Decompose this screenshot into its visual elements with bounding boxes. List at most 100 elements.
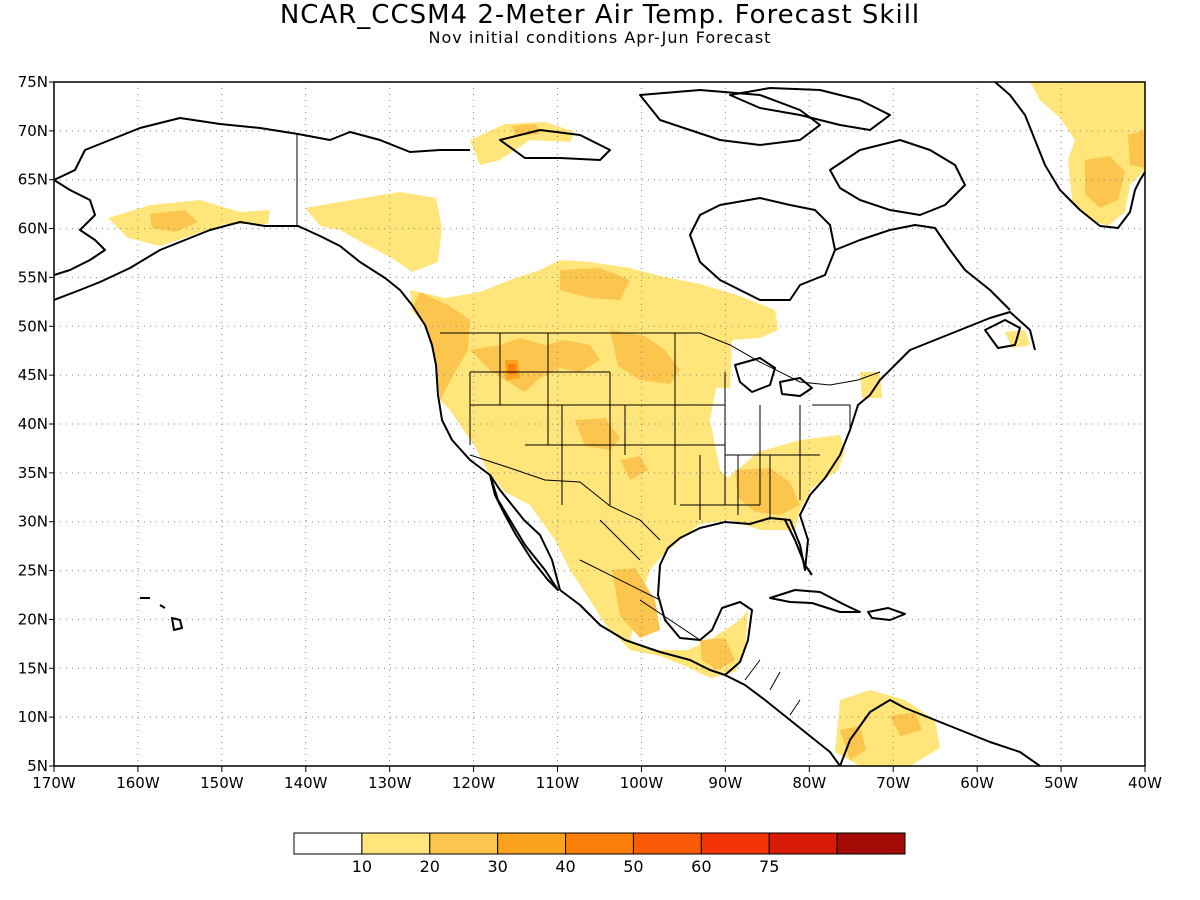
central-america	[724, 674, 841, 766]
lon-tick-label: 150W	[200, 774, 244, 792]
lat-tick-label: 60N	[18, 220, 48, 238]
lon-tick-label: 120W	[452, 774, 496, 792]
colorbar-swatch	[497, 832, 567, 855]
shade-region	[470, 338, 600, 392]
lat-tick-label: 75N	[18, 73, 48, 91]
colorbar-swatch	[429, 832, 499, 855]
shade-region	[1085, 156, 1125, 208]
hudson-bay	[689, 197, 836, 301]
lat-tick-label: 55N	[18, 268, 48, 286]
lon-tick-label: 100W	[620, 774, 664, 792]
latitude-labels: 5N 10N 15N 20N 25N 30N 35N 40N 45N 50N 55N 60N 65N 70…	[18, 73, 48, 775]
ellesmere-island	[729, 87, 891, 131]
shade-region	[305, 192, 442, 272]
lon-tick-label: 130W	[368, 774, 412, 792]
lon-tick-label: 140W	[284, 774, 328, 792]
colorbar-swatch	[836, 832, 906, 855]
cuba	[769, 589, 861, 613]
lon-tick-label: 110W	[536, 774, 580, 792]
colorbar: 10 20 30 40 50 60 75	[293, 832, 906, 876]
baja-california	[489, 474, 559, 591]
lon-tick-label: 160W	[116, 774, 160, 792]
lat-tick-label: 30N	[18, 513, 48, 531]
alaska-coast	[54, 221, 561, 591]
shade-region	[700, 638, 735, 670]
shade-region	[860, 372, 882, 398]
shade-region	[610, 330, 680, 384]
colorbar-label: 75	[759, 857, 779, 876]
colorbar-label: 20	[420, 857, 440, 876]
hawaii-islands	[140, 597, 183, 631]
lon-tick-label: 60W	[960, 774, 994, 792]
colorbar-swatch	[768, 832, 838, 855]
colorbar-label: 10	[352, 857, 372, 876]
shade-region	[470, 122, 575, 165]
colorbar-swatch	[361, 832, 431, 855]
shade-region	[735, 468, 800, 515]
lat-tick-label: 10N	[18, 708, 48, 726]
shade-region	[412, 292, 470, 400]
alaska-north-coast	[54, 117, 470, 181]
arctic-islands	[639, 89, 821, 146]
lon-tick-label: 170W	[32, 774, 76, 792]
lat-tick-label: 5N	[27, 757, 48, 775]
shade-region	[512, 124, 540, 136]
florida	[784, 519, 813, 576]
shade-region	[1030, 82, 1145, 226]
lat-tick-label: 25N	[18, 562, 48, 580]
lat-tick-label: 20N	[18, 610, 48, 628]
political-boundaries	[296, 134, 881, 716]
central-america-borders	[744, 659, 801, 716]
colorbar-label: 60	[691, 857, 711, 876]
shade-region	[560, 268, 630, 300]
mexico-states	[579, 519, 701, 641]
colorbar-swatch	[700, 832, 770, 855]
colorbar-label: 50	[623, 857, 643, 876]
lat-tick-label: 15N	[18, 659, 48, 677]
shade-region	[612, 568, 660, 638]
arctic-islands	[499, 129, 611, 161]
shade-region	[150, 210, 198, 232]
lon-tick-label: 50W	[1044, 774, 1078, 792]
alaska-west-coast	[54, 179, 106, 276]
state-lines	[469, 333, 851, 520]
colorbar-swatch	[565, 832, 634, 855]
mexico-gulf-coast	[559, 311, 1036, 676]
great-lakes	[734, 357, 776, 393]
lat-tick-label: 35N	[18, 464, 48, 482]
baffin-island	[829, 139, 966, 216]
longitude-labels: 170W 160W 150W 140W 130W 120W 110W 100W 90W 80W 70…	[32, 774, 1162, 792]
south-america	[839, 699, 1041, 766]
us-canada-border	[440, 332, 881, 386]
lat-tick-label: 70N	[18, 122, 48, 140]
lat-tick-label: 40N	[18, 415, 48, 433]
lat-tick-label: 45N	[18, 366, 48, 384]
colorbar-label: 40	[555, 857, 575, 876]
lon-tick-label: 40W	[1128, 774, 1162, 792]
shade-region	[840, 726, 866, 760]
newfoundland	[984, 319, 1021, 349]
shade-region	[620, 456, 648, 480]
shade-region	[1128, 130, 1145, 168]
labrador-coast	[834, 224, 1011, 311]
colorbar-swatch	[632, 832, 702, 855]
map-subtitle: Nov initial conditions Apr-Jun Forecast	[428, 28, 772, 47]
lat-tick-label: 65N	[18, 171, 48, 189]
lat-tick-label: 50N	[18, 317, 48, 335]
hispaniola	[867, 607, 906, 621]
great-lakes	[779, 377, 813, 397]
axis-ticks	[49, 81, 1146, 772]
greenland	[994, 82, 1145, 229]
coastlines	[54, 82, 1145, 766]
lon-tick-label: 90W	[708, 774, 742, 792]
colorbar-swatch	[293, 832, 363, 855]
graticule	[54, 82, 1145, 766]
colorbar-label: 30	[487, 857, 507, 876]
lon-tick-label: 80W	[792, 774, 826, 792]
shade-region	[575, 418, 620, 450]
skill-shading	[108, 82, 1145, 766]
lon-tick-label: 70W	[876, 774, 910, 792]
us-mexico-border	[469, 454, 661, 541]
shade-region	[890, 712, 922, 736]
